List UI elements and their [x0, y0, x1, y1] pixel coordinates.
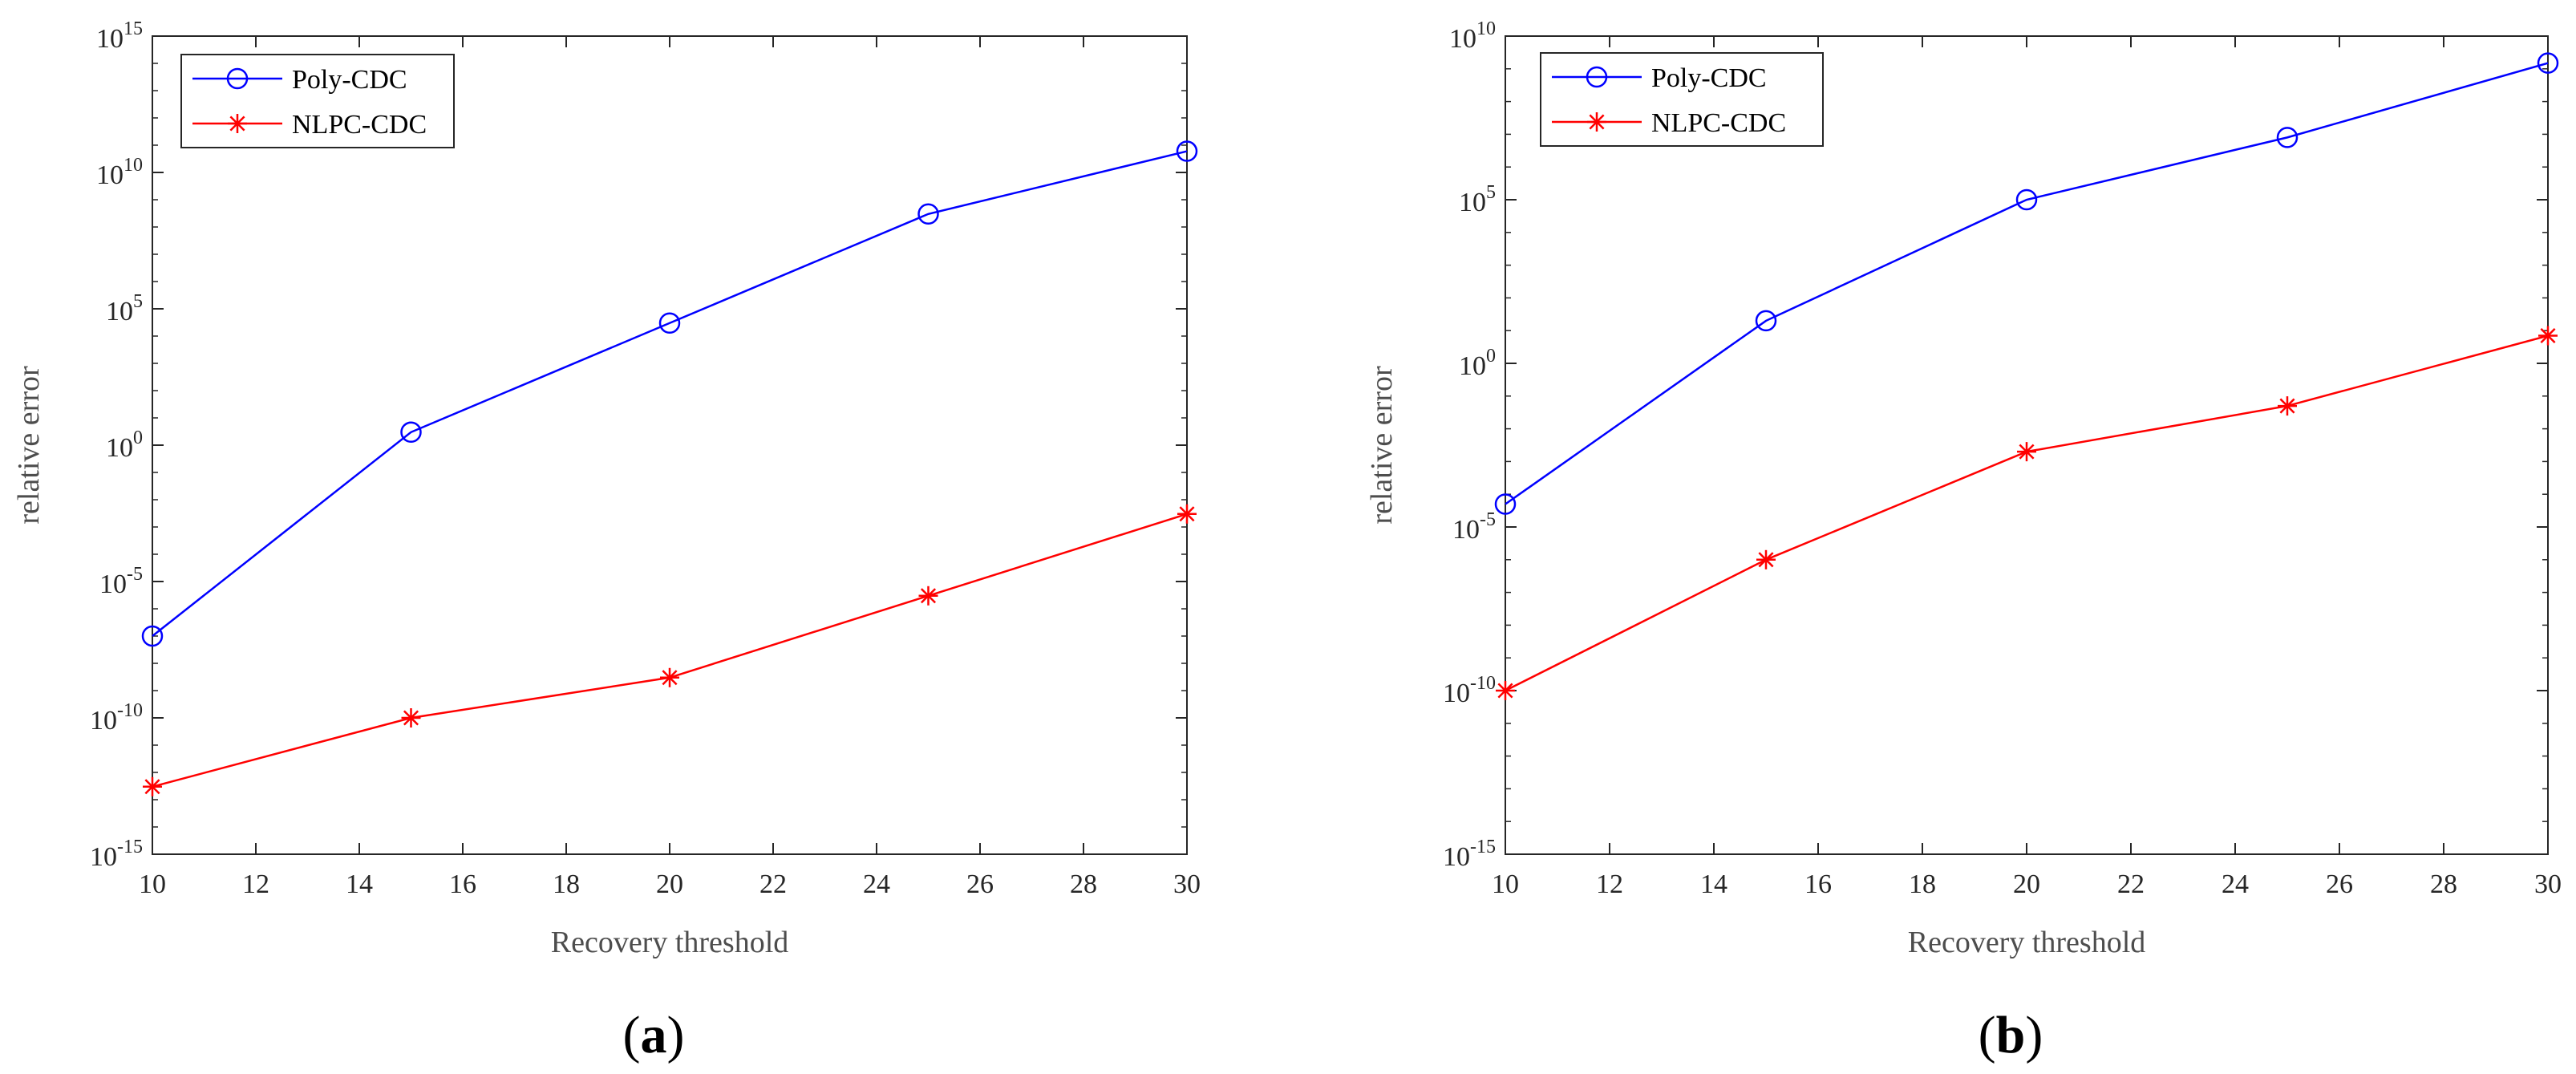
data-point: [2276, 127, 2299, 148]
data-point: [400, 421, 422, 444]
x-tick-label: 28: [1070, 869, 1097, 899]
panel-label: (a): [623, 1006, 685, 1064]
data-point: [2538, 326, 2558, 346]
data-point: [2278, 396, 2297, 416]
x-tick-label: 16: [449, 869, 476, 899]
y-tick-label: 100: [1459, 346, 1496, 381]
y-tick-label: 100: [106, 428, 143, 463]
data-point: [918, 586, 938, 606]
x-tick-label: 24: [863, 869, 890, 899]
data-point: [1494, 493, 1517, 515]
x-tick-label: 12: [1596, 869, 1623, 899]
x-tick-label: 30: [1173, 869, 1201, 899]
data-point: [1755, 310, 1777, 332]
x-tick-label: 30: [2534, 869, 2562, 899]
x-tick-label: 10: [1492, 869, 1519, 899]
y-axis-label: relative error: [12, 366, 46, 525]
series-line-poly-cdc: [1505, 62, 2549, 505]
x-tick-label: 18: [1909, 869, 1936, 899]
y-tick-label: 10-15: [90, 837, 143, 872]
data-point: [2015, 188, 2038, 211]
legend-label: Poly-CDC: [292, 65, 407, 95]
legend-marker-circle: [1586, 66, 1608, 88]
star-marker-stroke: [662, 670, 678, 686]
x-tick-label: 26: [2326, 869, 2353, 899]
data-point: [658, 312, 681, 334]
y-tick-label: 10-5: [99, 564, 143, 599]
star-marker-stroke: [403, 710, 419, 726]
data-point: [1496, 681, 1515, 700]
y-tick-label: 1010: [96, 155, 143, 190]
y-tick-label: 105: [106, 291, 143, 326]
x-tick-label: 20: [2013, 869, 2040, 899]
x-tick-label: 22: [2117, 869, 2145, 899]
chart-panel-a: 10 12 14 16 18 20 22 24 26 28 30 10-15 10-10 10-5 100 1…: [12, 18, 1201, 1064]
star-marker-stroke: [2019, 444, 2035, 460]
x-tick-label: 18: [553, 869, 580, 899]
x-tick-label: 14: [346, 869, 373, 899]
y-tick-label: 1015: [96, 18, 143, 54]
x-tick-label: 16: [1804, 869, 1832, 899]
data-point: [917, 203, 939, 225]
x-tick-label: 10: [139, 869, 166, 899]
star-marker-stroke: [920, 588, 937, 604]
x-tick-label: 20: [656, 869, 683, 899]
data-point: [141, 625, 164, 647]
star-marker-stroke: [2540, 327, 2556, 344]
legend: Poly-CDC NLPC-CDC: [1540, 52, 1824, 147]
y-tick-label: 10-10: [90, 700, 143, 736]
legend-box: [180, 54, 455, 148]
x-tick-label: 22: [759, 869, 787, 899]
star-marker-stroke: [1589, 114, 1605, 130]
y-tick-label: 1010: [1449, 18, 1496, 54]
y-tick-label: 10-15: [1443, 837, 1496, 872]
data-point: [401, 708, 421, 727]
data-point: [660, 667, 679, 687]
y-axis-label: relative error: [1365, 366, 1399, 525]
star-marker-stroke: [144, 779, 160, 795]
data-point: [1177, 504, 1197, 524]
legend-label: NLPC-CDC: [292, 110, 427, 140]
star-marker-stroke: [2279, 398, 2295, 414]
star-marker-stroke: [1758, 552, 1774, 568]
legend-marker-star: [1587, 112, 1606, 132]
y-tick-label: 10-10: [1443, 673, 1496, 708]
x-axis-label: Recovery threshold: [1908, 926, 2146, 959]
legend: Poly-CDC NLPC-CDC: [180, 54, 455, 148]
data-point: [2017, 442, 2036, 462]
legend-marker-star: [228, 114, 247, 133]
legend-marker-circle: [226, 67, 249, 90]
x-tick-label: 12: [242, 869, 269, 899]
star-marker-stroke: [229, 116, 245, 132]
legend-box: [1540, 52, 1824, 147]
x-tick-label: 24: [2222, 869, 2249, 899]
plot-area: [152, 35, 1188, 855]
data-point: [143, 776, 162, 796]
chart-panel-b: 10 12 14 16 18 20 22 24 26 28 30 10-15 10-10 10-5 100 1…: [1365, 18, 2562, 1064]
panel-label: (b): [1979, 1006, 2043, 1064]
series-line-poly-cdc: [152, 150, 1188, 637]
star-marker-stroke: [1497, 683, 1513, 699]
legend-label: NLPC-CDC: [1651, 108, 1786, 138]
data-point: [1756, 549, 1776, 569]
y-tick-label: 10-5: [1452, 509, 1496, 545]
x-tick-label: 14: [1700, 869, 1727, 899]
x-tick-label: 26: [966, 869, 994, 899]
data-point: [2537, 52, 2559, 74]
data-point: [1176, 140, 1198, 162]
star-marker-stroke: [1179, 506, 1195, 522]
y-tick-label: 105: [1459, 182, 1496, 217]
legend-label: Poly-CDC: [1651, 63, 1767, 93]
x-axis-label: Recovery threshold: [551, 926, 789, 959]
x-tick-label: 28: [2430, 869, 2457, 899]
